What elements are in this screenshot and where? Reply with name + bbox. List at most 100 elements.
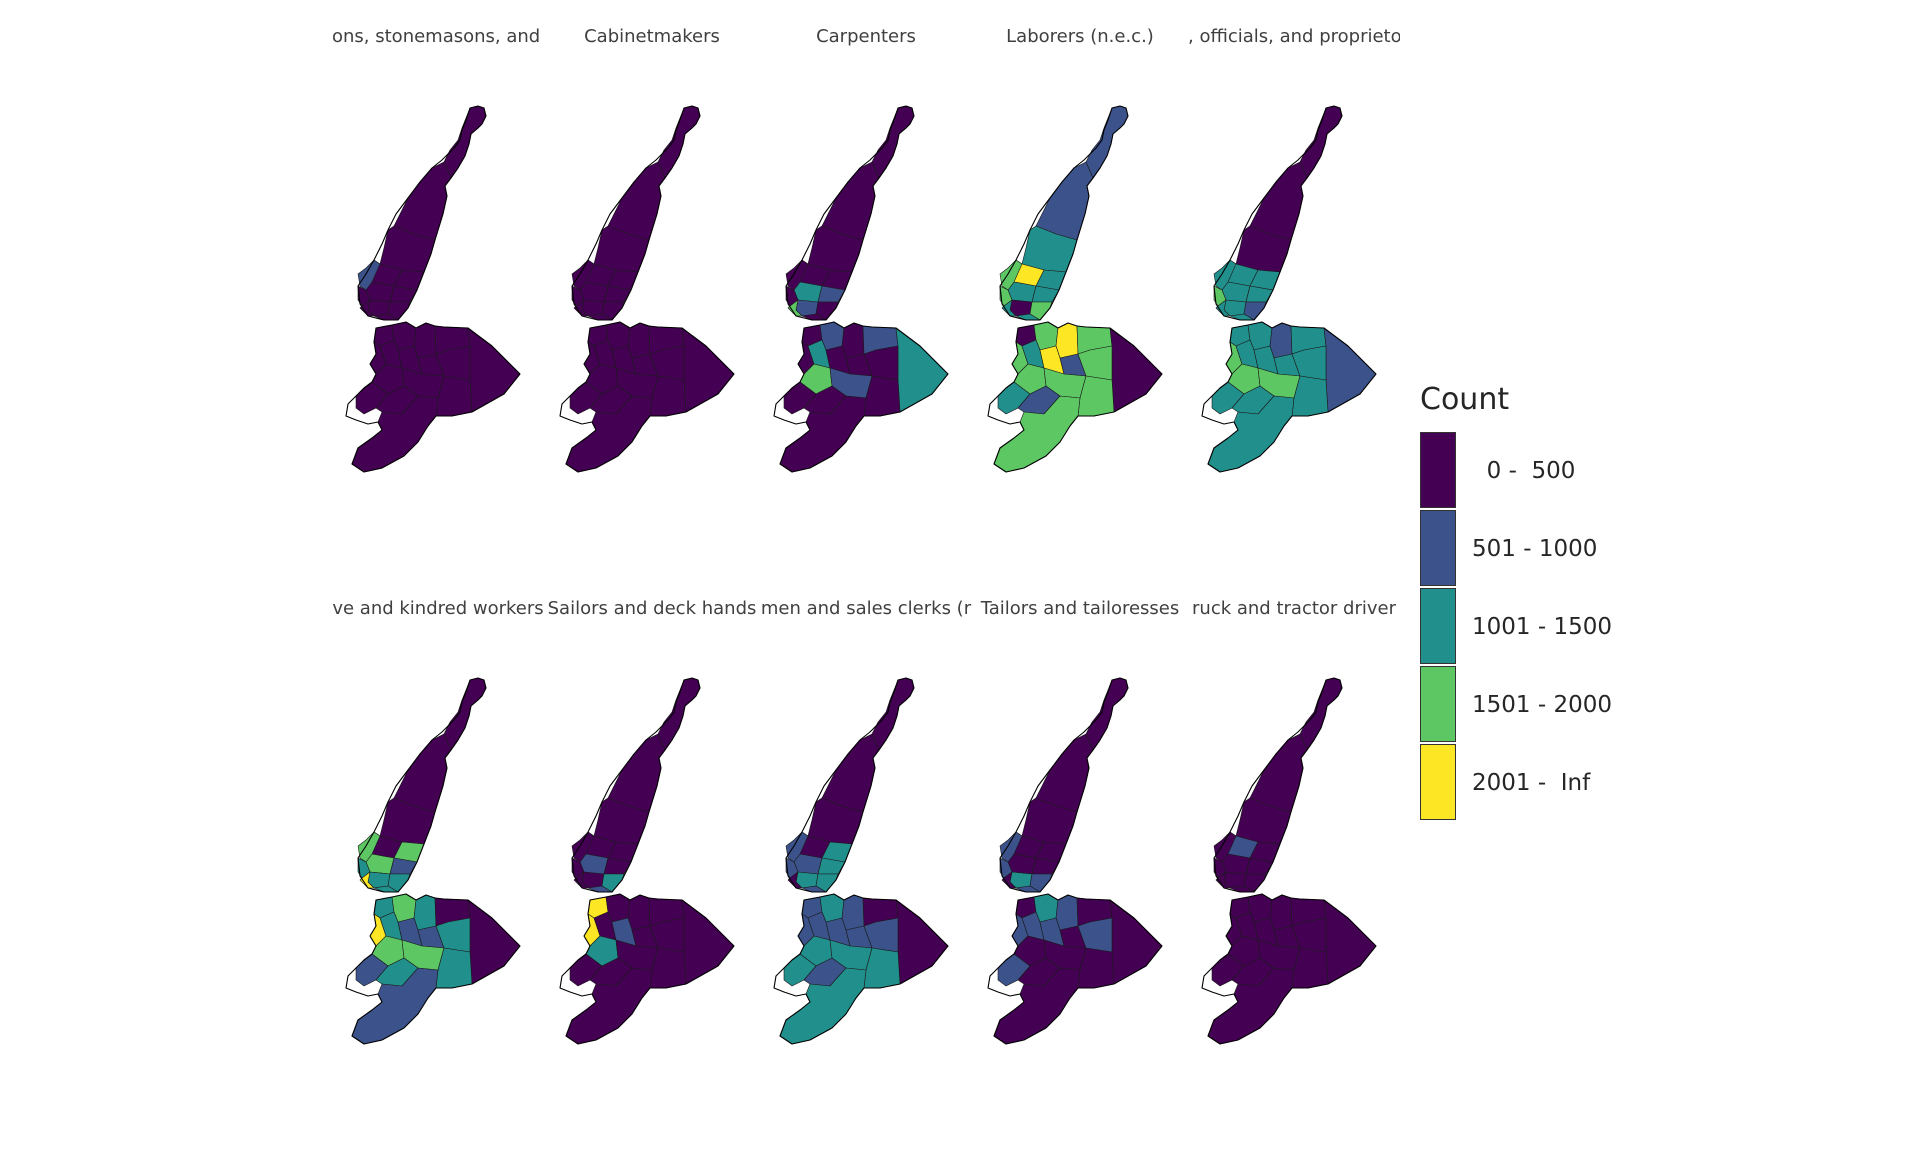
facet-map [559, 677, 735, 1045]
legend-swatch [1420, 666, 1456, 742]
facet-panel-10: ruck and tractor driver [1188, 596, 1400, 1116]
neighborhood-area [1085, 105, 1129, 179]
borough-outline [345, 321, 521, 473]
borough-outline [987, 893, 1163, 1045]
neighborhood-area [435, 345, 471, 381]
neighborhood-area [1221, 853, 1251, 875]
facet-title-text: Cabinetmakers [584, 26, 720, 47]
neighborhood-area [793, 853, 823, 875]
facet-title: Carpenters [760, 24, 972, 50]
borough-outline [559, 893, 735, 1045]
neighborhood-area [579, 853, 609, 875]
legend-swatch [1420, 510, 1456, 586]
neighborhood-area [863, 917, 899, 953]
neighborhood-area [393, 161, 452, 241]
facet-title: ons, stonemasons, and t [332, 24, 544, 50]
facet-map [559, 105, 735, 473]
neighborhood-area [821, 733, 880, 813]
borough-outline [571, 105, 701, 321]
neighborhood-area [443, 677, 487, 751]
neighborhood-area [785, 831, 809, 863]
neighborhood-area [365, 281, 395, 303]
legend-label: 0 - 500 [1472, 458, 1576, 484]
neighborhood-area [1077, 345, 1113, 381]
neighborhood-area [1055, 322, 1079, 359]
facet-map [773, 677, 949, 1045]
neighborhood-area [627, 322, 651, 359]
facet-panel-7: Sailors and deck hands [546, 596, 758, 1116]
borough-outline [1213, 677, 1343, 893]
neighborhood-area [1213, 259, 1237, 291]
neighborhood-area [999, 259, 1023, 291]
facet-map [987, 677, 1163, 1045]
facet-map [345, 105, 521, 473]
borough-outline [1201, 321, 1377, 473]
borough-outline [357, 677, 487, 893]
neighborhood-area [1007, 281, 1037, 303]
neighborhood-area [1269, 894, 1293, 931]
neighborhood-area [841, 322, 865, 359]
facet-map [987, 105, 1163, 473]
borough-outline [559, 321, 735, 473]
facet-title-text: ve and kindred workers [332, 598, 544, 619]
facet-panel-6: ve and kindred workers [332, 596, 544, 1116]
facet-panel-9: Tailors and tailoresses [974, 596, 1186, 1116]
neighborhood-area [649, 917, 685, 953]
neighborhood-area [871, 105, 915, 179]
facet-panel-5: , officials, and proprieto [1188, 24, 1400, 544]
facet-panel-1: ons, stonemasons, and t [332, 24, 544, 544]
facet-map [773, 105, 949, 473]
legend-swatch [1420, 432, 1456, 508]
neighborhood-area [1249, 161, 1308, 241]
facet-panel-3: Carpenters [760, 24, 972, 544]
neighborhood-area [1077, 917, 1113, 953]
neighborhood-area [1269, 322, 1293, 359]
neighborhood-area [357, 259, 381, 291]
facet-title-text: , officials, and proprieto [1188, 26, 1400, 47]
facet-title-text: ruck and tractor driver [1192, 598, 1396, 619]
neighborhood-area [841, 894, 865, 931]
legend-swatch [1420, 744, 1456, 820]
borough-outline [357, 105, 487, 321]
neighborhood-area [443, 105, 487, 179]
facet-title: Cabinetmakers [546, 24, 758, 50]
facet-title: ve and kindred workers [332, 596, 544, 622]
borough-outline [773, 893, 949, 1045]
neighborhood-area [649, 345, 685, 381]
facet-title: Sailors and deck hands [546, 596, 758, 622]
legend-label: 501 - 1000 [1472, 536, 1598, 562]
neighborhood-area [1035, 161, 1094, 241]
facet-title: men and sales clerks (r [760, 596, 972, 622]
borough-outline [785, 105, 915, 321]
borough-outline [999, 105, 1129, 321]
neighborhood-area [627, 894, 651, 931]
neighborhood-area [785, 259, 809, 291]
borough-outline [785, 677, 915, 893]
facet-title: Tailors and tailoresses [974, 596, 1186, 622]
legend-label: 1501 - 2000 [1472, 692, 1612, 718]
borough-outline [987, 321, 1163, 473]
legend-swatch [1420, 588, 1456, 664]
facet-panel-4: Laborers (n.e.c.) [974, 24, 1186, 544]
facet-title-text: Tailors and tailoresses [980, 598, 1180, 619]
neighborhood-area [357, 831, 381, 863]
neighborhood-area [1007, 853, 1037, 875]
neighborhood-area [413, 894, 437, 931]
neighborhood-area [657, 105, 701, 179]
legend-title: Count [1420, 382, 1510, 417]
neighborhood-area [871, 677, 915, 751]
neighborhood-area [435, 917, 471, 953]
neighborhood-area [999, 831, 1023, 863]
borough-outline [999, 677, 1129, 893]
facet-title: , officials, and proprieto [1188, 24, 1400, 50]
neighborhood-area [365, 853, 395, 875]
facet-title-text: Laborers (n.e.c.) [1006, 26, 1154, 47]
neighborhood-area [1249, 733, 1308, 813]
neighborhood-area [1291, 345, 1327, 381]
neighborhood-area [1291, 917, 1327, 953]
facet-title-text: Sailors and deck hands [547, 598, 757, 619]
facet-title-text: men and sales clerks (r [760, 598, 972, 619]
facet-title-text: ons, stonemasons, and t [332, 26, 544, 47]
neighborhood-area [1035, 733, 1094, 813]
